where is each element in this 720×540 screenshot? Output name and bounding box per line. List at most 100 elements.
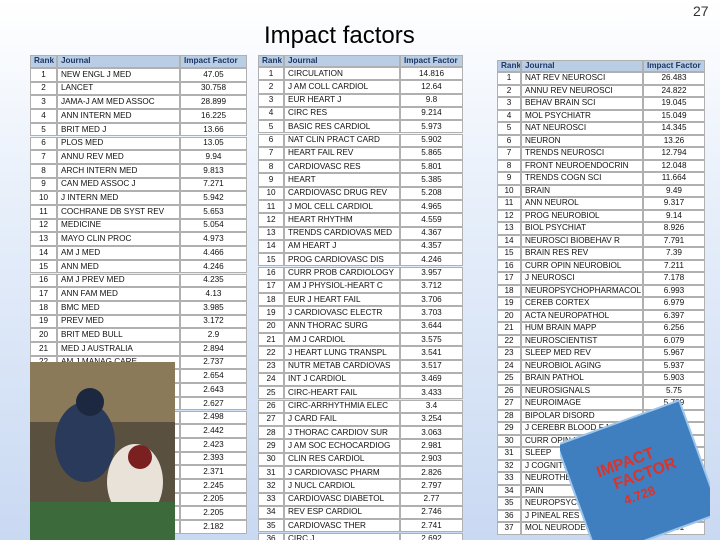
journal-cell: NEUROSCIENTIST bbox=[521, 334, 643, 347]
impact-cell: 7.211 bbox=[643, 259, 705, 272]
impact-cell: 47.05 bbox=[180, 68, 247, 82]
header-cell: Impact Factor bbox=[643, 60, 705, 72]
rank-cell: 19 bbox=[258, 306, 284, 320]
rank-cell: 1 bbox=[258, 67, 284, 81]
rank-cell: 11 bbox=[497, 197, 521, 210]
rank-cell: 2 bbox=[497, 84, 521, 97]
journal-cell: MAYO CLIN PROC bbox=[57, 232, 180, 247]
rank-cell: 26 bbox=[497, 384, 521, 397]
impact-cell: 5.801 bbox=[400, 160, 463, 174]
impact-cell: 7.178 bbox=[643, 272, 705, 285]
rank-cell: 22 bbox=[258, 346, 284, 360]
impact-cell: 2.371 bbox=[180, 465, 247, 479]
rank-cell: 13 bbox=[497, 222, 521, 235]
journal-cell: AM J MED bbox=[57, 246, 180, 260]
impact-cell: 5.865 bbox=[400, 146, 463, 161]
rank-cell: 31 bbox=[497, 447, 521, 460]
rank-cell: 19 bbox=[497, 297, 521, 310]
impact-cell: 3.469 bbox=[400, 372, 463, 387]
journal-cell: ANNU REV MED bbox=[57, 150, 180, 164]
journal-cell: CARDIOVASC RES bbox=[284, 160, 400, 174]
rank-cell: 11 bbox=[30, 205, 57, 219]
journal-cell: J NUCL CARDIOL bbox=[284, 479, 400, 493]
journal-cell: BIOL PSYCHIAT bbox=[521, 222, 643, 235]
impact-cell: 2.643 bbox=[180, 383, 247, 397]
journal-cell: J INTERN MED bbox=[57, 191, 180, 205]
rank-cell: 16 bbox=[30, 273, 57, 288]
impact-cell: 24.822 bbox=[643, 84, 705, 97]
rank-cell: 9 bbox=[258, 173, 284, 187]
rank-cell: 31 bbox=[258, 466, 284, 480]
rank-cell: 32 bbox=[258, 479, 284, 493]
impact-cell: 2.205 bbox=[180, 506, 247, 521]
journal-cell: AM J PREV MED bbox=[57, 273, 180, 288]
rank-cell: 4 bbox=[30, 109, 57, 123]
journal-cell: CIRC RES bbox=[284, 106, 400, 121]
rank-cell: 14 bbox=[30, 246, 57, 260]
journal-cell: ANN FAM MED bbox=[57, 287, 180, 301]
journal-cell: NUTR METAB CARDIOVAS bbox=[284, 359, 400, 373]
journal-cell: TRENDS NEUROSCI bbox=[521, 147, 643, 160]
journal-cell: NAT CLIN PRACT CARD bbox=[284, 133, 400, 147]
impact-cell: 13.05 bbox=[180, 136, 247, 151]
rank-cell: 8 bbox=[258, 160, 284, 174]
journal-cell: CURR PROB CARDIOLOGY bbox=[284, 266, 400, 280]
impact-cell: 15.049 bbox=[643, 109, 705, 122]
rank-cell: 30 bbox=[258, 452, 284, 466]
rank-cell: 16 bbox=[497, 259, 521, 272]
rank-cell: 15 bbox=[30, 259, 57, 274]
impact-cell: 16.225 bbox=[180, 109, 247, 123]
rank-cell: 25 bbox=[497, 372, 521, 385]
journal-cell: BEHAV BRAIN SCI bbox=[521, 97, 643, 110]
journal-cell: BMC MED bbox=[57, 300, 180, 315]
rank-cell: 10 bbox=[30, 191, 57, 205]
rank-cell: 26 bbox=[258, 399, 284, 413]
journal-cell: AM J PHYSIOL-HEART C bbox=[284, 279, 400, 294]
rank-cell: 2 bbox=[258, 80, 284, 94]
rank-cell: 7 bbox=[30, 150, 57, 164]
rank-cell: 33 bbox=[258, 492, 284, 506]
rank-cell: 5 bbox=[30, 122, 57, 137]
impact-cell: 3.433 bbox=[400, 386, 463, 400]
impact-cell: 3.254 bbox=[400, 412, 463, 427]
rank-cell: 5 bbox=[258, 120, 284, 134]
rank-cell: 10 bbox=[258, 186, 284, 200]
impact-cell: 3.063 bbox=[400, 426, 463, 440]
impact-cell: 2.797 bbox=[400, 479, 463, 493]
journal-cell: EUR HEART J bbox=[284, 93, 400, 107]
impact-cell: 4.357 bbox=[400, 239, 463, 254]
rank-cell: 27 bbox=[258, 412, 284, 427]
rank-cell: 24 bbox=[258, 372, 284, 387]
photo bbox=[30, 362, 175, 540]
journal-cell: BRIT MED J bbox=[57, 122, 180, 137]
journal-cell: ANNU REV NEUROSCI bbox=[521, 84, 643, 97]
header-cell: Rank bbox=[30, 55, 57, 68]
journal-cell: BRAIN bbox=[521, 184, 643, 197]
journal-cell: BASIC RES CARDIOL bbox=[284, 120, 400, 134]
impact-cell: 5.653 bbox=[180, 205, 247, 219]
journal-cell: LANCET bbox=[57, 81, 180, 96]
rank-cell: 15 bbox=[497, 247, 521, 260]
impact-cell: 5.973 bbox=[400, 120, 463, 134]
rank-cell: 34 bbox=[497, 484, 521, 497]
impact-cell: 2.692 bbox=[400, 532, 463, 540]
impact-cell: 2.182 bbox=[180, 520, 247, 534]
journal-cell: REV ESP CARDIOL bbox=[284, 505, 400, 520]
impact-cell: 12.64 bbox=[400, 80, 463, 94]
impact-cell: 3.172 bbox=[180, 314, 247, 329]
impact-cell: 2.903 bbox=[400, 452, 463, 466]
journal-cell: CAN MED ASSOC J bbox=[57, 177, 180, 192]
rank-cell: 12 bbox=[497, 209, 521, 222]
impact-cell: 30.758 bbox=[180, 81, 247, 96]
rank-cell: 3 bbox=[258, 93, 284, 107]
impact-cell: 8.926 bbox=[643, 222, 705, 235]
rank-cell: 23 bbox=[258, 359, 284, 373]
journal-cell: CIRC-ARRHYTHMIA ELEC bbox=[284, 399, 400, 413]
journal-cell: J AM SOC ECHOCARDIOG bbox=[284, 439, 400, 453]
rank-cell: 21 bbox=[497, 322, 521, 335]
rank-cell: 22 bbox=[497, 334, 521, 347]
impact-cell: 4.235 bbox=[180, 273, 247, 288]
impact-cell: 3.575 bbox=[400, 333, 463, 347]
impact-cell: 4.246 bbox=[180, 259, 247, 274]
impact-cell: 6.397 bbox=[643, 309, 705, 322]
